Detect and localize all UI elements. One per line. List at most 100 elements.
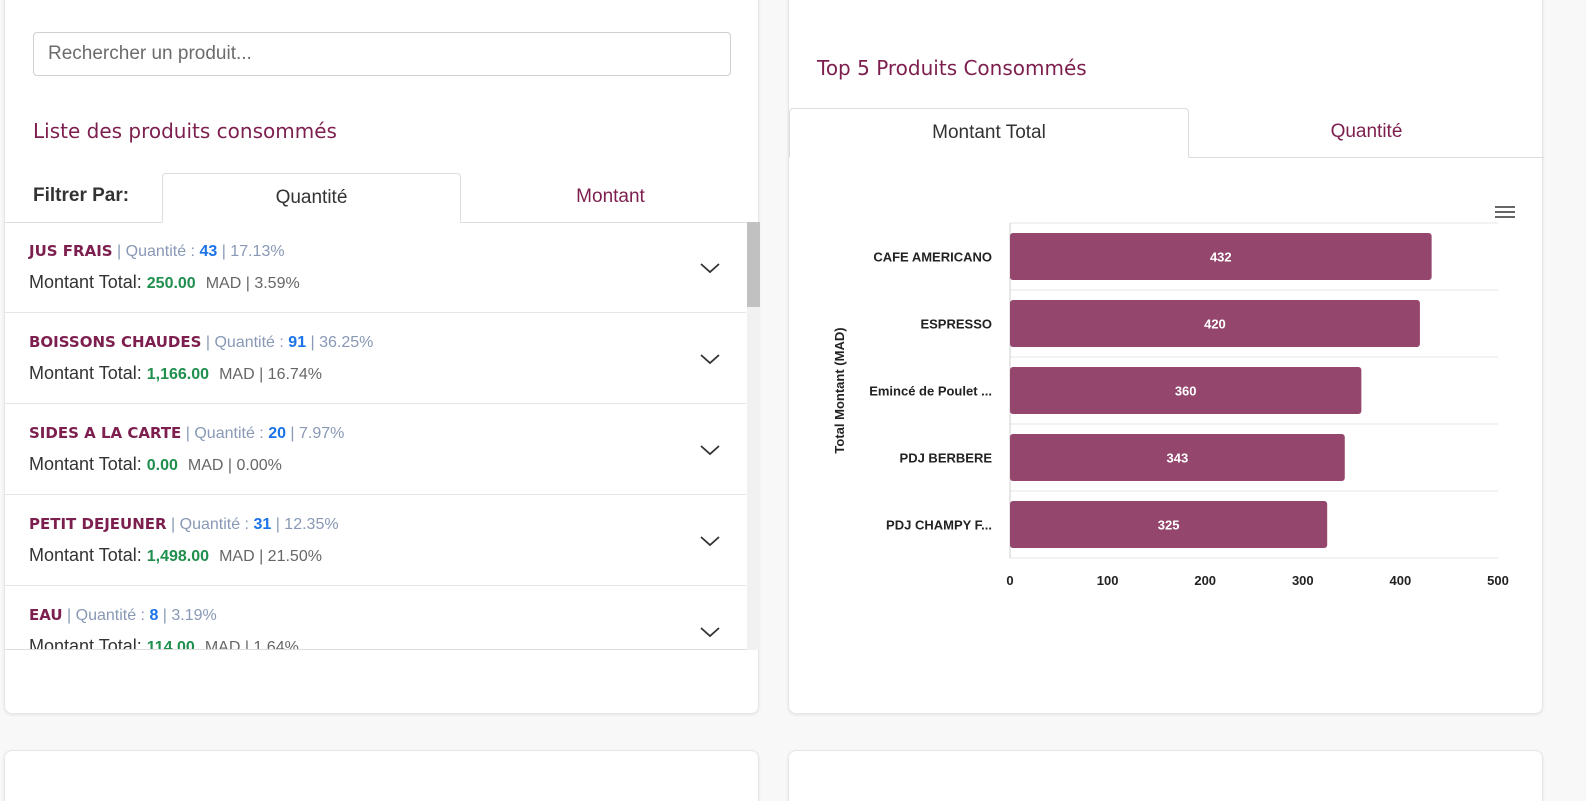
item-qty-pct: 17.13%	[230, 243, 285, 260]
top5-chart-card: Top 5 Produits Consommés Montant Total Q…	[788, 0, 1544, 714]
chevron-down-icon[interactable]	[698, 256, 722, 280]
list-item[interactable]: PETIT DEJEUNER | Quantité : 31 | 12.35% …	[5, 495, 746, 586]
amount-label: Montant Total:	[29, 454, 142, 474]
chart-title: Top 5 Produits Consommés	[817, 56, 1087, 80]
bar-chart: 432 CAFE AMERICANO 420 ESPRESSO 360 Emincé de…	[832, 222, 1509, 588]
item-amount-pct: 16.74%	[267, 366, 322, 383]
x-tick-label: 400	[1390, 573, 1412, 588]
item-qty-pct: 3.19%	[171, 607, 217, 624]
x-tick-label: 0	[1006, 573, 1013, 588]
item-qty-pct: 12.35%	[284, 516, 339, 533]
chart-bar	[1010, 367, 1362, 414]
item-name: EAU	[29, 606, 63, 624]
chevron-down-icon[interactable]	[698, 620, 722, 644]
item-qty-pct: 7.97%	[299, 425, 345, 442]
item-amount-pct: 0.00%	[236, 457, 282, 474]
amount-label: Montant Total:	[29, 545, 142, 565]
list-item[interactable]: JUS FRAIS | Quantité : 43 | 17.13% Monta…	[5, 222, 746, 313]
data-label: 432	[1210, 250, 1232, 265]
tab-quantite[interactable]: Quantité	[1330, 121, 1403, 142]
currency: MAD	[219, 548, 255, 565]
chart-bar	[1010, 233, 1432, 280]
item-name: JUS FRAIS	[29, 242, 113, 260]
item-currency: MAD | 1.64%	[204, 639, 299, 650]
item-name: PETIT DEJEUNER	[29, 515, 167, 533]
item-qty-line: EAU | Quantité : 8 | 3.19%	[29, 606, 217, 624]
qty-label: Quantité :	[179, 516, 249, 533]
product-list-card: Liste des produits consommés Filtrer Par…	[4, 0, 760, 714]
item-amount: 114.00	[146, 639, 195, 650]
category-label: ESPRESSO	[920, 317, 992, 332]
item-qty-pct: 36.25%	[319, 334, 374, 351]
item-qty: 31	[253, 516, 272, 533]
item-amount: 0.00	[146, 457, 178, 474]
tab-quantite[interactable]: Quantité	[162, 173, 461, 223]
item-amount-pct: 1.64%	[253, 639, 299, 650]
amount-label: Montant Total:	[29, 363, 142, 383]
item-currency: MAD | 21.50%	[219, 548, 322, 565]
tabs-divider	[1189, 157, 1544, 158]
hamburger-menu-icon[interactable]	[1494, 203, 1516, 221]
category-label: CAFE AMERICANO	[873, 250, 992, 265]
item-qty: 20	[268, 425, 286, 442]
currency: MAD	[187, 457, 224, 474]
x-tick-label: 500	[1487, 573, 1509, 588]
chart-bar	[1010, 434, 1345, 481]
item-currency: MAD | 0.00%	[187, 457, 282, 474]
data-label: 420	[1204, 317, 1226, 332]
category-label: PDJ BERBERE	[900, 451, 993, 466]
chart-bar	[1010, 300, 1420, 347]
currency: MAD	[204, 639, 241, 650]
item-amount-line: Montant Total: 0.00 MAD | 0.00%	[29, 454, 282, 475]
chevron-down-icon[interactable]	[698, 347, 722, 371]
chevron-down-icon[interactable]	[698, 529, 722, 553]
list-item[interactable]: BOISSONS CHAUDES | Quantité : 91 | 36.25…	[5, 313, 746, 404]
category-label: PDJ CHAMPY F...	[886, 518, 992, 533]
category-label: Emincé de Poulet ...	[869, 384, 992, 399]
x-tick-label: 300	[1292, 573, 1314, 588]
tabs-divider	[5, 222, 162, 223]
item-amount-pct: 21.50%	[267, 548, 322, 565]
item-amount: 250.00	[146, 275, 196, 292]
bottom-left-card	[4, 750, 759, 801]
item-qty: 8	[149, 607, 159, 624]
qty-label: Quantité :	[125, 243, 195, 260]
qty-label: Quantité :	[194, 425, 264, 442]
item-name: BOISSONS CHAUDES	[29, 333, 202, 351]
search-input[interactable]	[33, 32, 731, 76]
item-amount-line: Montant Total: 114.00 MAD | 1.64%	[29, 636, 299, 650]
list-item[interactable]: EAU | Quantité : 8 | 3.19% Montant Total…	[5, 586, 746, 650]
data-label: 360	[1175, 384, 1197, 399]
item-currency: MAD | 16.74%	[219, 366, 322, 383]
amount-label: Montant Total:	[29, 636, 142, 650]
tabs-divider	[461, 222, 760, 223]
tab-montant[interactable]: Montant	[576, 186, 645, 207]
qty-label: Quantité :	[75, 607, 145, 624]
item-qty: 43	[199, 243, 218, 260]
chevron-down-icon[interactable]	[698, 438, 722, 462]
currency: MAD	[219, 366, 255, 383]
currency: MAD	[205, 275, 242, 292]
qty-label: Quantité :	[214, 334, 284, 351]
x-tick-label: 200	[1194, 573, 1216, 588]
scrollbar-thumb[interactable]	[747, 222, 760, 307]
x-tick-label: 100	[1097, 573, 1119, 588]
data-label: 325	[1158, 518, 1180, 533]
tab-montant-total[interactable]: Montant Total	[789, 108, 1189, 158]
item-qty: 91	[288, 334, 307, 351]
item-amount-line: Montant Total: 1,498.00 MAD | 21.50%	[29, 545, 322, 566]
item-qty-line: PETIT DEJEUNER | Quantité : 31 | 12.35%	[29, 515, 339, 533]
item-qty-line: SIDES A LA CARTE | Quantité : 20 | 7.97%	[29, 424, 345, 442]
item-amount-line: Montant Total: 250.00 MAD | 3.59%	[29, 272, 300, 293]
filter-label: Filtrer Par:	[33, 185, 130, 206]
item-currency: MAD | 3.59%	[205, 275, 300, 292]
item-amount: 1,498.00	[146, 548, 210, 565]
chart-bar	[1010, 501, 1328, 548]
list-scrollbar[interactable]	[747, 222, 760, 650]
list-item[interactable]: SIDES A LA CARTE | Quantité : 20 | 7.97%…	[5, 404, 746, 495]
item-amount-pct: 3.59%	[254, 275, 300, 292]
data-label: 343	[1167, 451, 1189, 466]
amount-label: Montant Total:	[29, 272, 142, 292]
list-title: Liste des produits consommés	[33, 119, 337, 143]
item-qty-line: JUS FRAIS | Quantité : 43 | 17.13%	[29, 242, 285, 260]
